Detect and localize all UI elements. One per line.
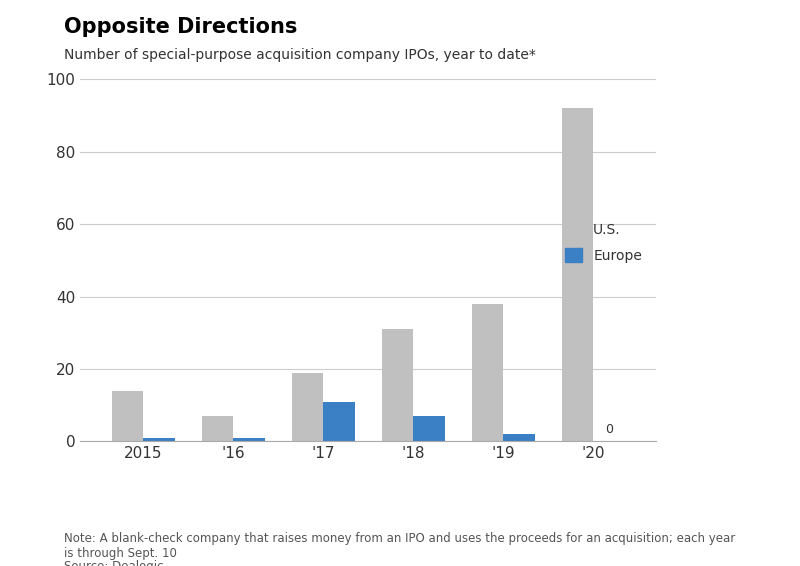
Bar [143,438,174,441]
Bar [471,304,503,441]
Legend: U.S., Europe: U.S., Europe [558,215,649,269]
Bar [291,372,323,441]
Text: Number of special-purpose acquisition company IPOs, year to date*: Number of special-purpose acquisition co… [64,48,536,62]
Bar [202,416,233,441]
Text: Source: Dealogic: Source: Dealogic [64,560,163,566]
Text: 0: 0 [605,423,613,436]
Bar [562,108,593,441]
Bar [323,402,354,441]
Text: Note: A blank-check company that raises money from an IPO and uses the proceeds : Note: A blank-check company that raises … [64,532,735,560]
Bar [382,329,413,441]
Text: Opposite Directions: Opposite Directions [64,17,298,37]
Bar [413,416,445,441]
Bar [503,434,534,441]
Bar [233,438,265,441]
Bar [111,391,143,441]
